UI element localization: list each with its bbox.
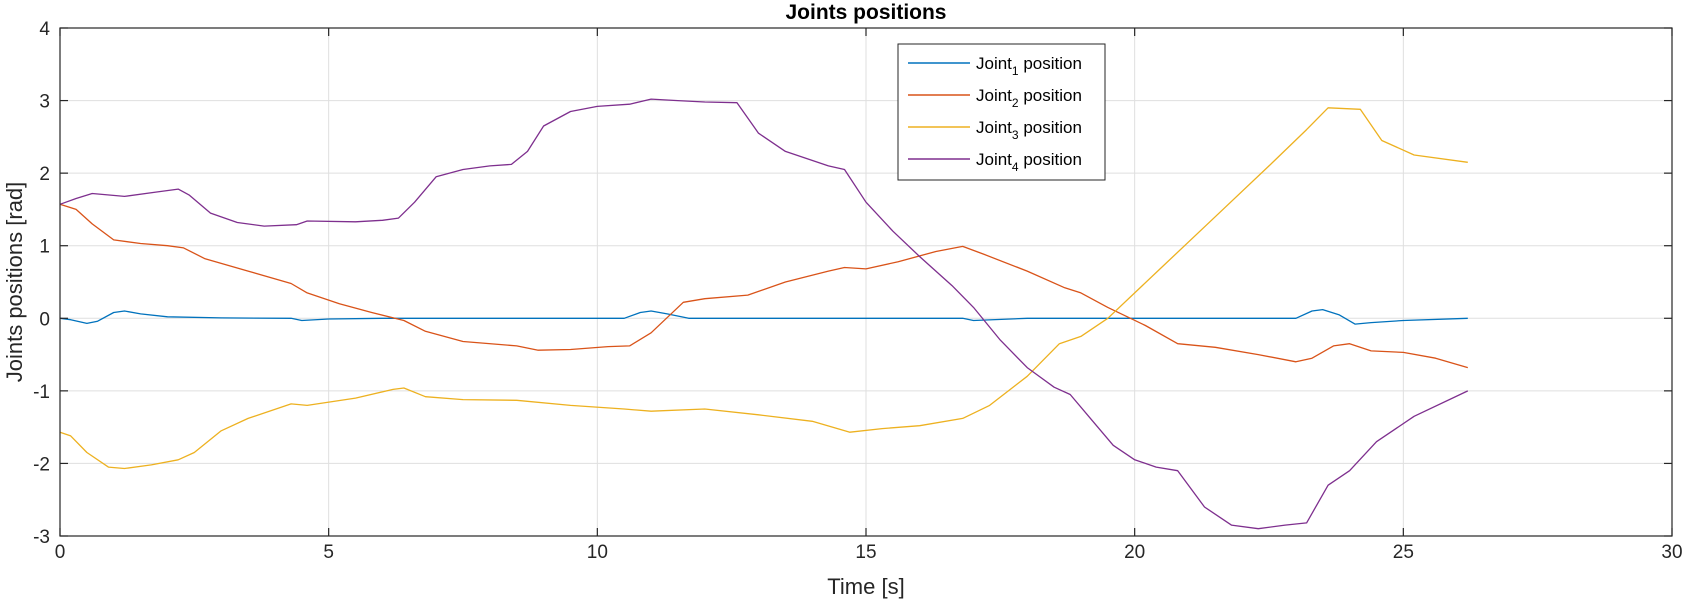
y-axis-label: Joints positions [rad] [2, 182, 27, 383]
legend-entry-rest: position [1019, 54, 1082, 73]
x-tick-label: 5 [323, 542, 334, 563]
series-layer [59, 98, 1469, 530]
y-tick-label: -2 [33, 454, 50, 475]
series-line-joint-3 [59, 107, 1468, 470]
x-tick-label: 0 [55, 542, 66, 563]
legend-entry-subscript: 3 [1012, 128, 1019, 142]
y-tick-label: 1 [39, 237, 50, 258]
series-line-joint-1 [59, 308, 1468, 325]
legend-entry-base: Joint [976, 150, 1012, 169]
legend-entry-rest: position [1019, 150, 1082, 169]
y-tick-label: 3 [39, 92, 50, 113]
legend-entry: Joint2 position [976, 86, 1082, 110]
x-tick-label: 20 [1124, 542, 1145, 563]
x-tick-label: 10 [587, 542, 608, 563]
y-tick-label: -3 [33, 527, 50, 548]
legend-entry-subscript: 2 [1012, 96, 1019, 110]
legend-entry-base: Joint [976, 118, 1012, 137]
chart-title: Joints positions [785, 1, 946, 24]
legend-entry: Joint1 position [976, 54, 1082, 78]
y-tick-label: -1 [33, 382, 50, 403]
y-tick-label: 4 [39, 19, 50, 40]
legend-entry-rest: position [1019, 86, 1082, 105]
legend-entry-base: Joint [976, 54, 1012, 73]
legend-entry-subscript: 1 [1012, 64, 1019, 78]
legend-entry-subscript: 4 [1012, 160, 1019, 174]
legend-entry-base: Joint [976, 86, 1012, 105]
legend-box [897, 43, 1106, 181]
tick-layer: 0 5 10 15 20 25 30 -3 -2 -1 0 1 2 3 4 [33, 19, 1682, 563]
grid-layer [60, 28, 1672, 536]
x-tick-label: 25 [1393, 542, 1414, 563]
legend-entry: Joint3 position [976, 118, 1082, 142]
series-line-joint-2 [59, 203, 1468, 369]
legend-entry-rest: position [1019, 118, 1082, 137]
y-tick-label: 0 [39, 309, 50, 330]
x-axis-label: Time [s] [827, 574, 904, 599]
legend-entry: Joint4 position [976, 150, 1082, 174]
x-tick-label: 15 [855, 542, 876, 563]
series-line-joint-4 [59, 98, 1469, 530]
x-tick-label: 30 [1661, 542, 1682, 563]
y-tick-label: 2 [39, 164, 50, 185]
